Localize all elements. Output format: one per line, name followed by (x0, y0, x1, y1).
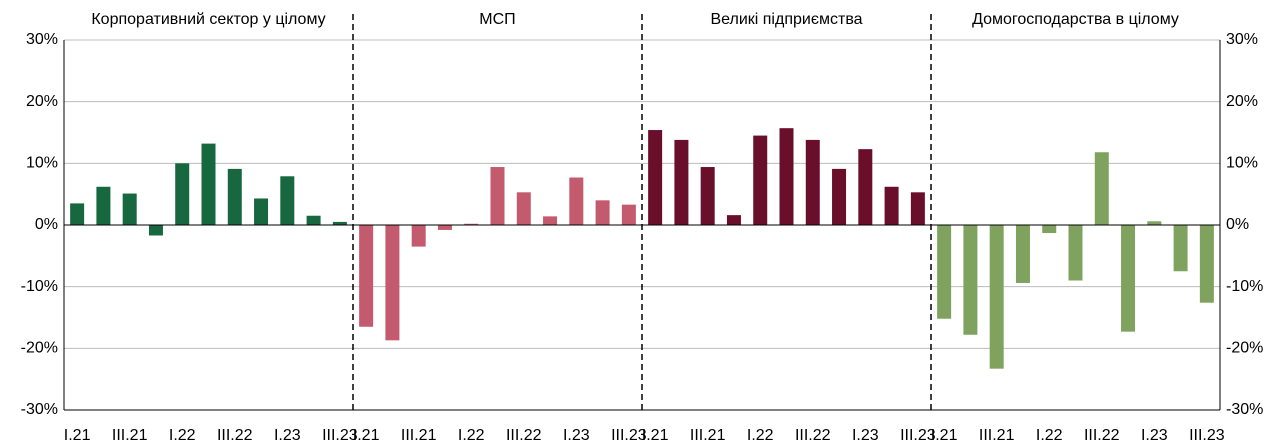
bar (779, 128, 794, 225)
bar (464, 223, 479, 225)
bar (96, 186, 111, 225)
bar (516, 192, 531, 225)
bar (1015, 225, 1030, 283)
x-tick-label: III.21 (401, 427, 437, 444)
y2-tick-label: 30% (1226, 31, 1258, 48)
bar (858, 149, 873, 225)
y2-tick-label: -30% (1226, 401, 1263, 418)
x-tick-label: III.21 (112, 427, 148, 444)
x-tick-label: III.23 (1189, 427, 1225, 444)
panel-title: Великі підприємства (710, 11, 862, 28)
bar (1199, 225, 1214, 303)
bar (411, 225, 426, 247)
bar (1121, 225, 1136, 332)
y-tick-label: -30% (21, 401, 58, 418)
bar (805, 139, 820, 225)
bar (700, 167, 715, 225)
x-tick-label: III.23 (322, 427, 358, 444)
bar (175, 163, 190, 225)
x-tick-label: III.22 (506, 427, 542, 444)
y2-tick-label: 0% (1226, 216, 1249, 233)
x-tick-label: I.22 (169, 427, 196, 444)
x-tick-label: III.23 (611, 427, 647, 444)
y-tick-label: 0% (35, 216, 58, 233)
bar (201, 143, 216, 225)
bar (437, 225, 452, 230)
bar (148, 225, 163, 236)
x-tick-label: I.21 (353, 427, 380, 444)
y2-tick-label: -20% (1226, 340, 1263, 357)
bar (595, 200, 610, 225)
bar (726, 215, 741, 225)
bar (569, 177, 584, 225)
bar (963, 225, 978, 335)
bar (306, 215, 321, 225)
bar (359, 225, 374, 327)
bar (490, 167, 505, 225)
bar (884, 186, 899, 225)
bar (280, 176, 295, 225)
bar (674, 139, 689, 225)
x-tick-label: III.21 (690, 427, 726, 444)
bar (385, 225, 400, 341)
x-tick-label: I.23 (274, 427, 301, 444)
bar (1068, 225, 1083, 281)
bar (227, 168, 242, 225)
x-tick-label: III.22 (795, 427, 831, 444)
bar (910, 192, 925, 225)
bar (70, 203, 85, 225)
y-tick-label: -20% (21, 340, 58, 357)
bar (989, 225, 1004, 369)
bar (254, 198, 269, 225)
x-tick-label: III.22 (1084, 427, 1120, 444)
y-tick-label: -10% (21, 278, 58, 295)
x-tick-label: I.21 (642, 427, 669, 444)
bar (937, 225, 952, 319)
bar (1173, 225, 1188, 272)
bar (753, 135, 768, 225)
bar (1094, 152, 1109, 225)
y2-tick-label: -10% (1226, 278, 1263, 295)
bar (648, 130, 663, 225)
bar (621, 204, 636, 225)
x-tick-label: I.22 (1036, 427, 1063, 444)
y-tick-label: 30% (26, 31, 58, 48)
panel-title: Корпоративний сектор у цілому (91, 11, 325, 28)
bar (832, 168, 847, 225)
x-tick-label: I.23 (563, 427, 590, 444)
x-tick-label: I.22 (747, 427, 774, 444)
x-tick-label: III.21 (979, 427, 1015, 444)
bar (332, 221, 347, 225)
x-tick-label: I.22 (458, 427, 485, 444)
bar (1042, 225, 1057, 234)
y-tick-label: 20% (26, 93, 58, 110)
x-tick-label: III.23 (900, 427, 936, 444)
panel-title: Домогосподарства в цілому (972, 11, 1179, 28)
x-tick-label: III.22 (217, 427, 253, 444)
bar (1147, 221, 1162, 225)
y2-tick-label: 20% (1226, 93, 1258, 110)
bar (122, 193, 137, 225)
x-tick-label: I.21 (64, 427, 91, 444)
bar (543, 216, 558, 225)
x-tick-label: I.23 (1141, 427, 1168, 444)
y-tick-label: 10% (26, 155, 58, 172)
y2-tick-label: 10% (1226, 155, 1258, 172)
panel-title: МСП (479, 11, 515, 28)
x-tick-label: I.23 (852, 427, 879, 444)
x-tick-label: I.21 (931, 427, 958, 444)
